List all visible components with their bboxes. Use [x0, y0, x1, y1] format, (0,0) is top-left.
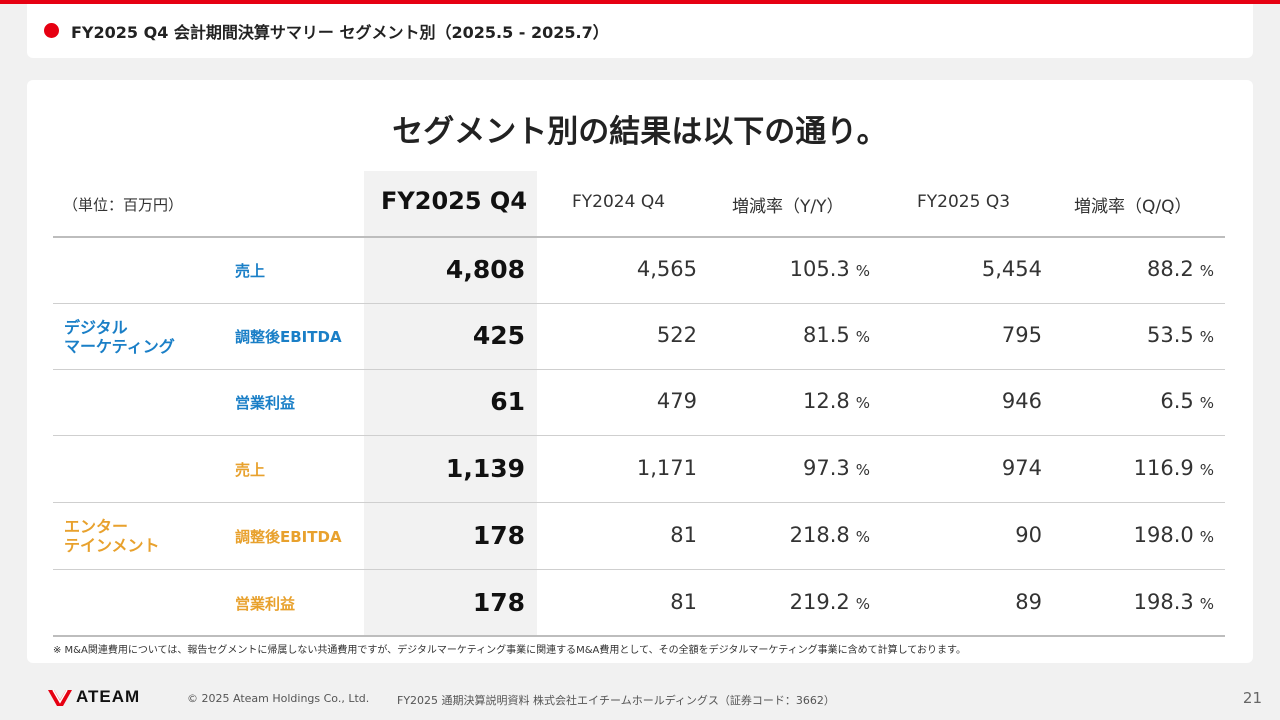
- header-bar: FY2025 Q4 会計期間決算サマリー セグメント別（2025.5 - 202…: [27, 4, 1253, 58]
- metric-label: 売上: [235, 262, 266, 280]
- percent-unit: %: [855, 595, 870, 613]
- cell-qoq: 116.9%: [1134, 456, 1214, 480]
- cell-qoq: 6.5%: [1160, 389, 1214, 413]
- cell-fy2025-q3: 974: [1001, 456, 1042, 480]
- footer: ATEAM © 2025 Ateam Holdings Co., Ltd. FY…: [0, 676, 1280, 720]
- percent-unit: %: [855, 262, 870, 280]
- cell-qoq: 198.0%: [1134, 523, 1214, 547]
- cell-qoq: 53.5%: [1147, 323, 1214, 347]
- copyright: © 2025 Ateam Holdings Co., Ltd.: [187, 692, 370, 705]
- percent-unit: %: [1199, 461, 1214, 479]
- row-divider: [53, 502, 1225, 503]
- percent-unit: %: [855, 394, 870, 412]
- cell-fy2025-q4: 1,139: [445, 454, 525, 483]
- percent-unit: %: [1199, 394, 1214, 412]
- cell-value: 12.8: [802, 389, 850, 413]
- current-quarter-highlight: [364, 171, 537, 637]
- cell-fy2025-q3: 946: [1001, 389, 1042, 413]
- metric-label: 調整後EBITDA: [235, 328, 342, 346]
- cell-fy2025-q4: 425: [472, 321, 525, 350]
- cell-yoy: 97.3%: [803, 456, 870, 480]
- footnote: ※ M&A関連費用については、報告セグメントに帰属しない共通費用ですが、デジタル…: [53, 645, 966, 656]
- segment-label-line: マーケティング: [64, 337, 175, 356]
- cell-value: 219.2: [789, 590, 850, 614]
- cell-yoy: 81.5%: [803, 323, 870, 347]
- cell-fy2025-q4: 178: [472, 588, 525, 617]
- table-bottom-divider: [53, 635, 1225, 637]
- header-divider: [53, 236, 1225, 238]
- metric-label: 営業利益: [235, 394, 296, 412]
- slide-headline: セグメント別の結果は以下の通り。: [392, 114, 888, 150]
- percent-unit: %: [855, 528, 870, 546]
- percent-unit: %: [1199, 528, 1214, 546]
- unit-label: （単位：百万円）: [63, 196, 184, 214]
- cell-fy2025-q3: 89: [1015, 590, 1042, 614]
- top-accent-bar: [0, 0, 1280, 4]
- cell-fy2025-q4: 61: [490, 387, 525, 416]
- cell-yoy: 218.8%: [790, 523, 870, 547]
- cell-fy2024-q4: 4,565: [636, 257, 697, 281]
- column-header-fy2024-q4: FY2024 Q4: [572, 192, 666, 212]
- cell-fy2024-q4: 81: [670, 523, 697, 547]
- cell-value: 198.0: [1133, 523, 1194, 547]
- percent-unit: %: [855, 461, 870, 479]
- cell-value: 97.3: [802, 456, 850, 480]
- percent-unit: %: [855, 328, 870, 346]
- cell-value: 88.2: [1146, 257, 1194, 281]
- percent-unit: %: [1199, 328, 1214, 346]
- cell-value: 198.3: [1133, 590, 1194, 614]
- bullet-dot-icon: [44, 23, 59, 38]
- row-divider: [53, 369, 1225, 370]
- cell-fy2024-q4: 81: [670, 590, 697, 614]
- cell-fy2024-q4: 479: [656, 389, 697, 413]
- column-header-qoq: 増減率（Q/Q）: [1074, 197, 1192, 217]
- ateam-logo-text: ATEAM: [76, 687, 141, 706]
- cell-fy2024-q4: 1,171: [636, 456, 697, 480]
- slide-section-title: FY2025 Q4 会計期間決算サマリー セグメント別（2025.5 - 202…: [71, 23, 609, 42]
- percent-unit: %: [1199, 595, 1214, 613]
- cell-fy2025-q3: 5,454: [981, 257, 1042, 281]
- segment-label-line: テインメント: [64, 536, 160, 555]
- cell-value: 218.8: [789, 523, 850, 547]
- cell-fy2024-q4: 522: [656, 323, 697, 347]
- cell-fy2025-q3: 795: [1001, 323, 1042, 347]
- cell-fy2025-q4: 4,808: [445, 255, 525, 284]
- segment-label-line: エンター: [64, 517, 129, 536]
- column-header-fy2025-q4: FY2025 Q4: [381, 187, 528, 215]
- column-header-fy2025-q3: FY2025 Q3: [917, 192, 1011, 212]
- cell-value: 116.9: [1133, 456, 1194, 480]
- content-card: セグメント別の結果は以下の通り。 （単位：百万円） FY2025 Q4 FY20…: [27, 80, 1253, 663]
- percent-unit: %: [1199, 262, 1214, 280]
- cell-qoq: 198.3%: [1134, 590, 1214, 614]
- page-number: 21: [1242, 689, 1262, 707]
- segment-label-digital: デジタル マーケティング: [64, 318, 175, 356]
- row-divider: [53, 569, 1225, 570]
- cell-yoy: 12.8%: [803, 389, 870, 413]
- cell-fy2025-q4: 178: [472, 521, 525, 550]
- ateam-logo-icon: [48, 689, 72, 706]
- segment-label-entertainment: エンター テインメント: [64, 517, 160, 555]
- metric-label: 売上: [235, 461, 266, 479]
- column-header-yoy: 増減率（Y/Y）: [732, 197, 844, 217]
- row-divider: [53, 303, 1225, 304]
- cell-fy2025-q3: 90: [1015, 523, 1042, 547]
- cell-value: 6.5: [1160, 389, 1194, 413]
- document-name: FY2025 通期決算説明資料 株式会社エイチームホールディングス（証券コード：…: [397, 694, 835, 707]
- cell-value: 81.5: [802, 323, 850, 347]
- metric-label: 調整後EBITDA: [235, 528, 342, 546]
- segment-divider: [53, 435, 1225, 436]
- cell-value: 105.3: [789, 257, 850, 281]
- segment-label-line: デジタル: [64, 318, 128, 337]
- cell-yoy: 219.2%: [790, 590, 870, 614]
- cell-qoq: 88.2%: [1147, 257, 1214, 281]
- metric-label: 営業利益: [235, 595, 296, 613]
- cell-yoy: 105.3%: [790, 257, 870, 281]
- cell-value: 53.5: [1146, 323, 1194, 347]
